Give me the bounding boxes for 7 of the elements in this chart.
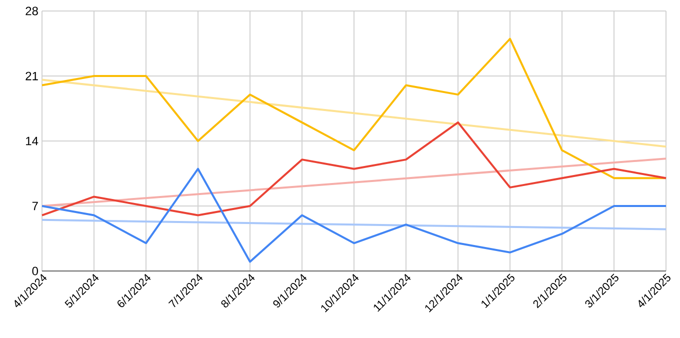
line-series: [41, 168, 668, 263]
line-series: [41, 121, 668, 216]
y-tick-label: 14: [26, 136, 38, 146]
y-tick-label: 0: [32, 266, 38, 276]
y-tick-label: 28: [26, 6, 38, 16]
y-tick-label: 7: [32, 202, 38, 210]
y-tick-label: 21: [26, 72, 38, 80]
